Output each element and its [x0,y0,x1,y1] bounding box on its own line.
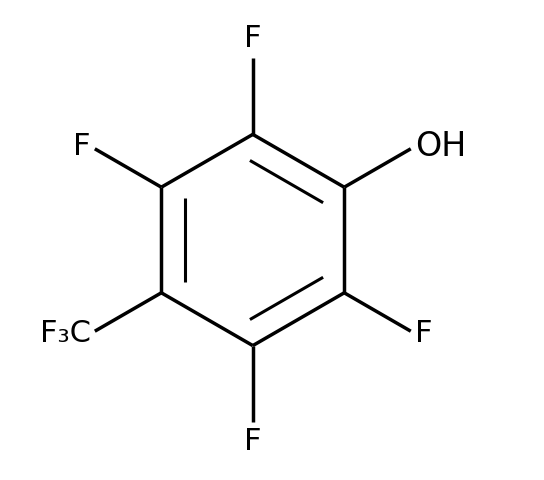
Text: F: F [73,132,91,161]
Text: F: F [415,319,432,348]
Text: OH: OH [415,130,466,163]
Text: F₃C: F₃C [40,319,91,348]
Text: F: F [244,24,262,53]
Text: F: F [244,427,262,456]
